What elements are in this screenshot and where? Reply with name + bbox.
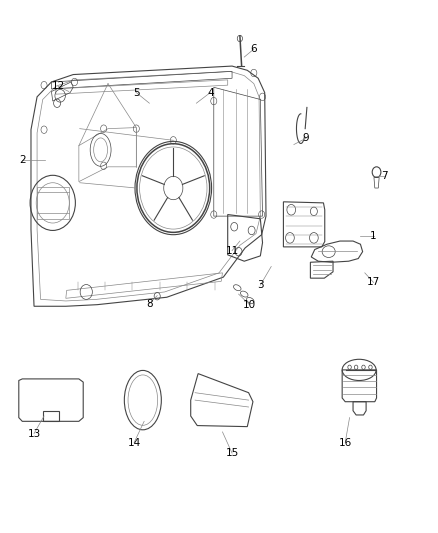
Text: 3: 3	[257, 280, 264, 290]
Text: 7: 7	[381, 172, 388, 181]
Text: 6: 6	[251, 44, 257, 54]
Text: 9: 9	[303, 133, 309, 143]
Text: 5: 5	[133, 87, 140, 98]
Text: 14: 14	[127, 438, 141, 448]
Text: 13: 13	[28, 429, 41, 439]
Text: 2: 2	[19, 156, 25, 165]
Text: 4: 4	[207, 87, 214, 98]
Text: 10: 10	[243, 300, 256, 310]
Text: 12: 12	[51, 81, 64, 91]
Text: 11: 11	[226, 246, 239, 256]
Text: 17: 17	[367, 277, 380, 287]
Text: 16: 16	[339, 438, 352, 448]
Text: 8: 8	[146, 298, 153, 309]
Text: 1: 1	[370, 231, 377, 241]
Text: 15: 15	[226, 448, 239, 458]
